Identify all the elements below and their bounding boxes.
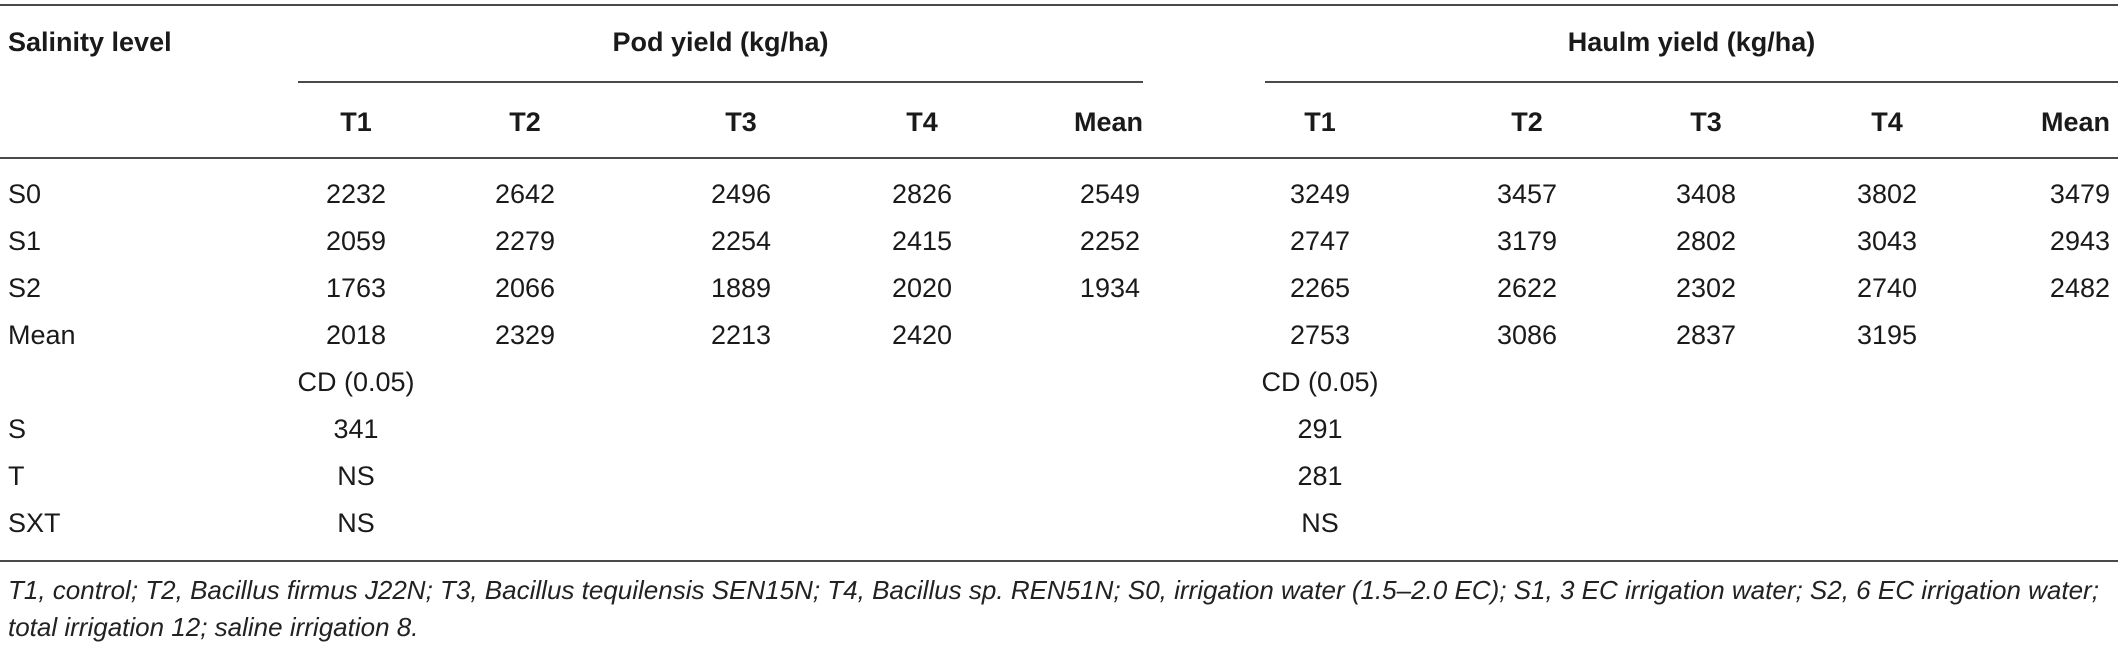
haulm-s2-mean: 2482 (2049, 273, 2110, 303)
haulm-mean-t1: 2753 (1289, 320, 1351, 350)
pod-cd-label: CD (0.05) (297, 367, 415, 397)
haulm-col-header-t1: T1 (1304, 107, 1336, 137)
row-label-s1: S1 (8, 226, 42, 256)
haulm-s0-t2: 3457 (1496, 179, 1558, 209)
haulm-s2-t2: 2622 (1496, 273, 1558, 303)
pod-s1-t1: 2059 (325, 226, 387, 256)
pod-s1-t4: 2415 (891, 226, 953, 256)
haulm-cd-sxt: NS (1301, 508, 1339, 538)
corner-header: Salinity level (8, 27, 172, 57)
haulm-s0-mean: 3479 (2049, 179, 2110, 209)
haulm-s2-t4: 2740 (1856, 273, 1918, 303)
pod-s0-t1: 2232 (325, 179, 387, 209)
pod-yield-group-rule (298, 81, 1143, 83)
cd-row-label-sxt: SXT (8, 508, 61, 538)
haulm-s0-t4: 3802 (1856, 179, 1918, 209)
haulm-cd-label: CD (0.05) (1261, 367, 1379, 397)
haulm-col-header-mean: Mean (2040, 107, 2110, 137)
header-bottom-rule (0, 157, 2118, 159)
row-label-s0: S0 (8, 179, 42, 209)
pod-col-header-t1: T1 (340, 107, 372, 137)
pod-s2-mean: 1934 (1079, 273, 1140, 303)
pod-s2-t3: 1889 (710, 273, 772, 303)
pod-col-header-t3: T3 (725, 107, 757, 137)
pod-col-header-mean: Mean (1073, 107, 1143, 137)
pod-yield-group-header: Pod yield (kg/ha) (612, 27, 829, 57)
haulm-col-header-t2: T2 (1511, 107, 1543, 137)
haulm-s1-t1: 2747 (1289, 226, 1351, 256)
haulm-yield-group-rule (1265, 81, 2118, 83)
pod-mean-t3: 2213 (710, 320, 772, 350)
cd-row-label-s: S (8, 414, 27, 444)
haulm-cd-s: 291 (1297, 414, 1343, 444)
haulm-s2-t3: 2302 (1675, 273, 1737, 303)
pod-cd-sxt: NS (337, 508, 375, 538)
pod-col-header-t4: T4 (906, 107, 938, 137)
row-label-s2: S2 (8, 273, 42, 303)
haulm-col-header-t4: T4 (1871, 107, 1903, 137)
haulm-s1-mean: 2943 (2049, 226, 2110, 256)
table-top-rule (0, 4, 2118, 6)
pod-s1-t2: 2279 (494, 226, 556, 256)
haulm-col-header-t3: T3 (1690, 107, 1722, 137)
row-label-mean: Mean (8, 320, 76, 350)
pod-s2-t1: 1763 (325, 273, 387, 303)
haulm-mean-t3: 2837 (1675, 320, 1737, 350)
haulm-s2-t1: 2265 (1289, 273, 1351, 303)
haulm-s1-t2: 3179 (1496, 226, 1558, 256)
haulm-mean-t2: 3086 (1496, 320, 1558, 350)
pod-s0-t2: 2642 (494, 179, 556, 209)
haulm-s0-t1: 3249 (1289, 179, 1351, 209)
pod-cd-s: 341 (333, 414, 379, 444)
pod-mean-t2: 2329 (494, 320, 556, 350)
haulm-cd-t: 281 (1297, 461, 1343, 491)
haulm-yield-group-header: Haulm yield (kg/ha) (1567, 27, 1816, 57)
pod-s2-t2: 2066 (494, 273, 556, 303)
table-footnote: T1, control; T2, Bacillus firmus J22N; T… (8, 575, 2099, 642)
pod-mean-t4: 2420 (891, 320, 953, 350)
pod-col-header-t2: T2 (509, 107, 541, 137)
pod-s1-mean: 2252 (1079, 226, 1140, 256)
pod-s0-t3: 2496 (710, 179, 772, 209)
pod-s0-mean: 2549 (1079, 179, 1140, 209)
haulm-mean-t4: 3195 (1856, 320, 1918, 350)
haulm-s0-t3: 3408 (1675, 179, 1737, 209)
pod-s2-t4: 2020 (891, 273, 953, 303)
cd-row-label-t: T (8, 461, 25, 491)
haulm-s1-t3: 2802 (1675, 226, 1737, 256)
pod-s0-t4: 2826 (891, 179, 953, 209)
table-bottom-rule (0, 560, 2118, 562)
pod-cd-t: NS (337, 461, 375, 491)
pod-mean-t1: 2018 (325, 320, 387, 350)
pod-s1-t3: 2254 (710, 226, 772, 256)
haulm-s1-t4: 3043 (1856, 226, 1918, 256)
